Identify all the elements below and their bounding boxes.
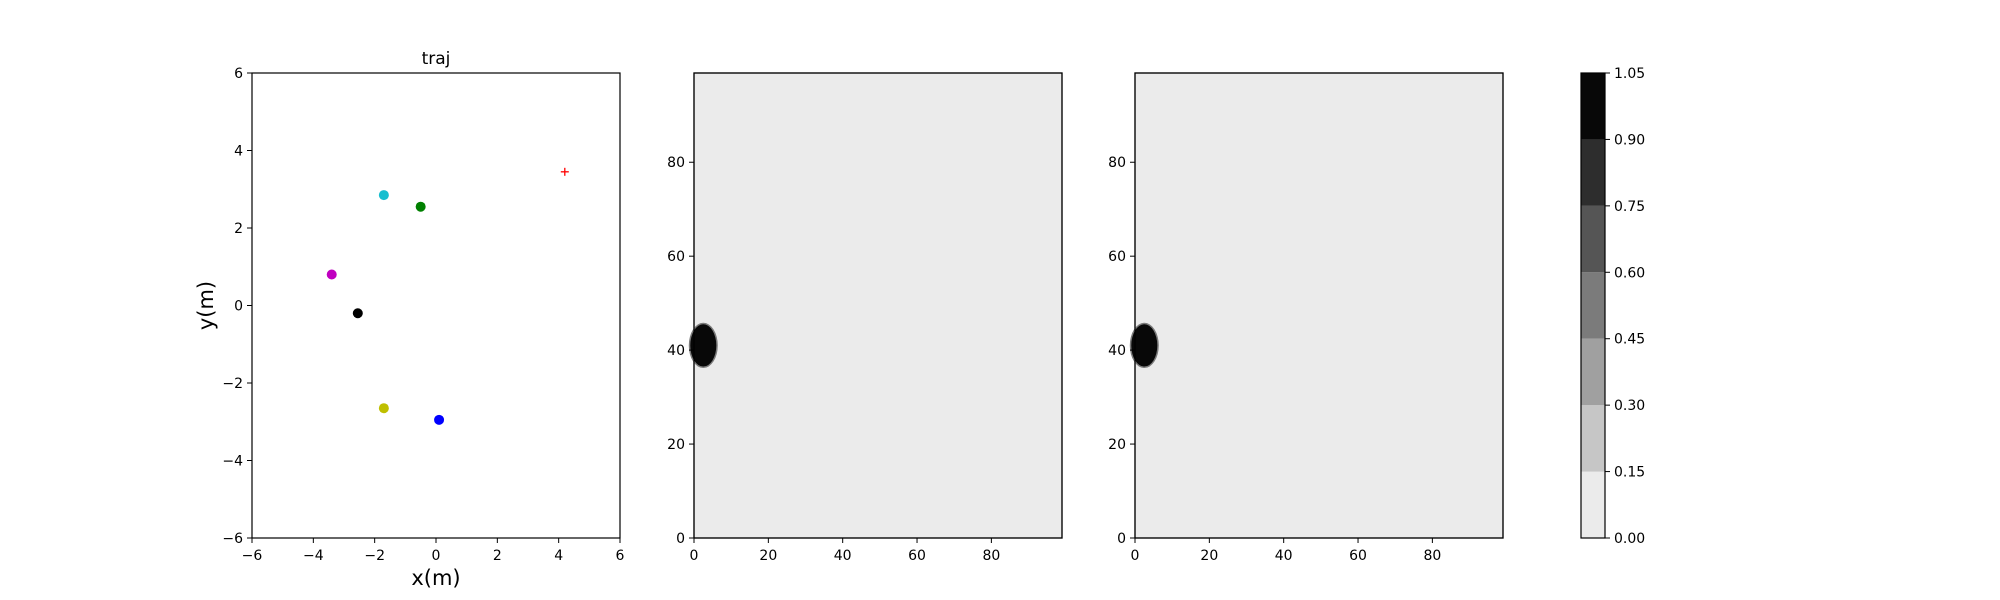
trajectory-axes-frame [251, 72, 621, 539]
map-1-blob-core [690, 324, 717, 367]
colorbar-ticks: 0.00 0.15 0.30 0.45 0.60 0.75 0.90 1.05 [1605, 66, 1645, 547]
colorbar-band [1581, 405, 1605, 472]
trajectory-x-tick-label: 6 [616, 548, 625, 564]
map-2-x-tick-label: 20 [1200, 548, 1218, 564]
map-1-axes-frame [693, 72, 1063, 539]
trajectory-y-tick-label: 6 [234, 66, 243, 82]
colorbar-band [1581, 205, 1605, 273]
map-1-frame-overlay [693, 72, 1063, 539]
trajectory-plot: traj x(m) y(m) −6 −4 −2 0 2 4 6 −6 −4 −2 0 2 4 6 [194, 49, 625, 590]
colorbar-tick-label: 0.45 [1614, 332, 1645, 348]
trajectory-title: traj [422, 49, 451, 69]
colorbar-tick-label: 0.00 [1614, 531, 1645, 547]
trajectory-point [352, 308, 363, 319]
map-2-blob-core [1131, 324, 1158, 367]
map-2-x-tick-label: 60 [1349, 548, 1367, 564]
map-1-y-tick-label: 80 [667, 155, 685, 171]
map-1-ticks: 0 20 40 60 80 0 20 40 60 80 [667, 155, 1000, 564]
trajectory-point [434, 414, 445, 425]
map-2-y-tick-label: 40 [1108, 343, 1126, 359]
colorbar-band [1581, 471, 1605, 538]
trajectory-x-tick-label: −6 [242, 548, 263, 564]
trajectory-x-tick-label: 2 [493, 548, 502, 564]
trajectory-points [326, 167, 569, 425]
colorbar: 0.00 0.15 0.30 0.45 0.60 0.75 0.90 1.05 [1580, 66, 1645, 547]
map-2-y-tick-label: 0 [1117, 531, 1126, 547]
colorbar-tick-label: 1.05 [1614, 66, 1645, 82]
map-1-y-tick-label: 40 [667, 343, 685, 359]
trajectory-x-tick-label: 0 [432, 548, 441, 564]
colorbar-tick-label: 0.30 [1614, 398, 1645, 414]
map-2-occupancy-blob [1129, 72, 1504, 539]
x-axis-label: x(m) [411, 566, 460, 590]
trajectory-y-tick-label: −4 [222, 454, 243, 470]
trajectory-point [326, 269, 337, 280]
map-2-x-tick-label: 0 [1131, 548, 1140, 564]
map-panel-1: 0 20 40 60 80 0 20 40 60 80 [667, 72, 1063, 564]
map-1-y-tick-label: 0 [676, 531, 685, 547]
trajectory-point [378, 403, 389, 414]
map-1-x-tick-label: 0 [690, 548, 699, 564]
map-panel-2: 0 20 40 60 80 0 20 40 60 80 [1108, 72, 1504, 564]
colorbar-bands [1581, 73, 1605, 538]
map-1-x-tick-label: 20 [759, 548, 777, 564]
map-2-ticks: 0 20 40 60 80 0 20 40 60 80 [1108, 155, 1441, 564]
trajectory-point [378, 190, 389, 201]
map-2-y-tick-label: 20 [1108, 437, 1126, 453]
map-2-x-tick-label: 40 [1275, 548, 1293, 564]
map-1-y-tick-label: 60 [667, 249, 685, 265]
colorbar-tick-label: 0.75 [1614, 199, 1645, 215]
trajectory-point [415, 201, 426, 212]
map-2-y-tick-label: 60 [1108, 249, 1126, 265]
trajectory-y-tick-label: −2 [222, 376, 243, 392]
map-1-x-tick-label: 40 [834, 548, 852, 564]
colorbar-band [1581, 139, 1605, 206]
colorbar-frame [1580, 72, 1606, 539]
map-2-axes-frame [1134, 72, 1504, 539]
colorbar-tick-label: 0.60 [1614, 265, 1645, 281]
colorbar-tick-label: 0.15 [1614, 465, 1645, 481]
map-2-frame-overlay [1134, 72, 1504, 539]
map-1-x-tick-label: 60 [908, 548, 926, 564]
map-2-y-tick-label: 80 [1108, 155, 1126, 171]
colorbar-tick-label: 0.90 [1614, 132, 1645, 148]
map-2-x-tick-label: 80 [1423, 548, 1441, 564]
trajectory-x-tick-label: −4 [303, 548, 324, 564]
trajectory-x-tick-label: −2 [364, 548, 385, 564]
trajectory-y-tick-label: −6 [222, 531, 243, 547]
colorbar-band [1581, 338, 1605, 406]
y-axis-label: y(m) [194, 281, 218, 330]
trajectory-ticks: −6 −4 −2 0 2 4 6 −6 −4 −2 0 2 4 6 [222, 66, 624, 564]
trajectory-y-tick-label: 0 [234, 299, 243, 315]
map-1-y-tick-label: 20 [667, 437, 685, 453]
map-1-x-tick-label: 80 [982, 548, 1000, 564]
trajectory-y-tick-label: 2 [234, 221, 243, 237]
trajectory-x-tick-label: 4 [554, 548, 563, 564]
goal-plus-marker [560, 167, 569, 176]
trajectory-y-tick-label: 4 [234, 144, 243, 160]
colorbar-band [1581, 272, 1605, 339]
map-1-occupancy-blob [688, 72, 1063, 539]
colorbar-band [1581, 73, 1605, 140]
